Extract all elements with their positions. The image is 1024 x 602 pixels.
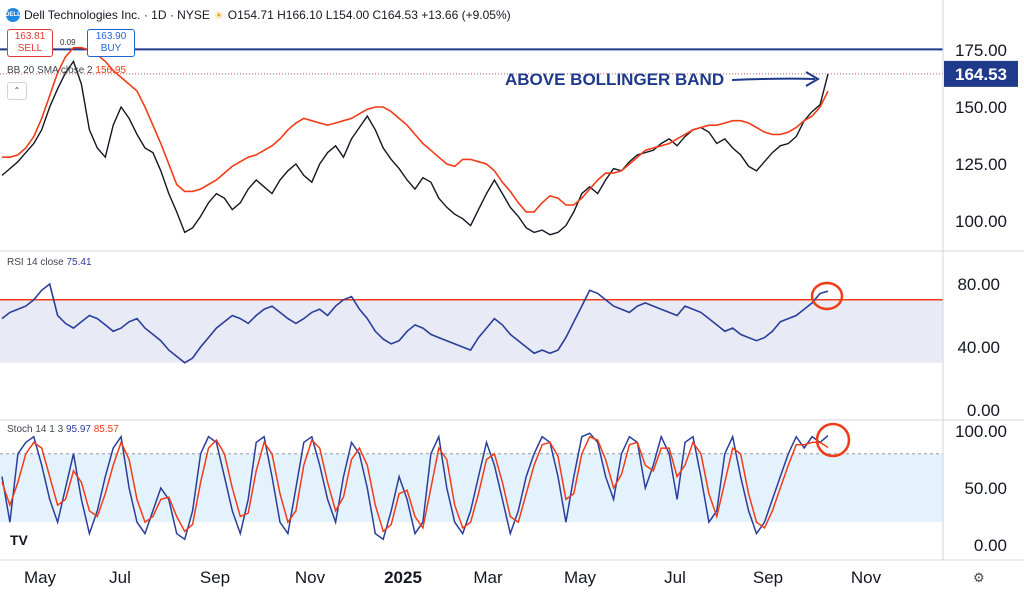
stoch-axis-tick: 0.00 xyxy=(974,536,1007,555)
grid xyxy=(0,48,943,455)
stoch-axis-tick: 50.00 xyxy=(964,479,1007,498)
sell-button[interactable]: 163.81 SELL xyxy=(7,29,53,57)
ohlc-readout: O154.71 H166.10 L154.00 C164.53 +13.66 (… xyxy=(227,8,511,22)
symbol-header: DELL Dell Technologies Inc. · 1D · NYSE … xyxy=(5,8,511,22)
sell-label: SELL xyxy=(17,43,43,54)
tradingview-logo-icon[interactable]: TV xyxy=(10,532,28,548)
stoch-axis-tick: 100.00 xyxy=(955,422,1007,441)
buy-label: BUY xyxy=(100,43,122,54)
bb-legend[interactable]: BB 20 SMA close 2 156.95 xyxy=(7,65,126,76)
collapse-legend-icon[interactable]: ⌃ xyxy=(7,82,27,100)
rsi-highlight-circle xyxy=(810,281,844,311)
annotation-arrow-head xyxy=(805,71,820,87)
sell-price: 163.81 xyxy=(14,31,46,42)
stoch-d-series xyxy=(1,435,829,533)
price-axis-tick: 125.00 xyxy=(955,155,1007,174)
rsi-label: RSI 14 close xyxy=(7,257,64,268)
time-axis-tick: Nov xyxy=(295,568,326,587)
rsi-axis-tick: 80.00 xyxy=(957,275,1000,294)
market-hours-icon: ☀ xyxy=(213,9,224,22)
symbol-title[interactable]: Dell Technologies Inc. · 1D · NYSE xyxy=(24,8,210,22)
time-axis-tick: Nov xyxy=(851,568,882,587)
rsi-value: 75.41 xyxy=(66,257,92,268)
stoch-label: Stoch 14 1 3 xyxy=(7,424,64,435)
stoch-highlight-circle xyxy=(815,422,851,458)
buy-button[interactable]: 163.90 BUY xyxy=(87,29,135,57)
stoch-legend[interactable]: Stoch 14 1 3 95.97 85.57 xyxy=(7,424,119,435)
time-axis-tick: Jul xyxy=(109,568,131,587)
price-axis-tick: 150.00 xyxy=(955,98,1007,117)
bb-value: 156.95 xyxy=(95,65,126,76)
stoch-d-value: 85.57 xyxy=(93,424,119,435)
last-price-label: 164.53 xyxy=(955,65,1007,84)
rsi-band xyxy=(0,299,943,363)
settings-gear-icon[interactable]: ⚙ xyxy=(973,570,985,585)
time-axis-tick: Mar xyxy=(473,568,503,587)
stoch-band xyxy=(0,453,943,523)
annotation-text: ABOVE BOLLINGER BAND xyxy=(505,70,724,89)
rsi-series xyxy=(1,282,829,364)
dell-logo-icon: DELL xyxy=(5,8,21,22)
price-axis-tick: 100.00 xyxy=(955,212,1007,231)
last-price-badge xyxy=(944,60,1018,87)
rsi-axis-tick: 40.00 xyxy=(957,338,1000,357)
stoch-k-value: 95.97 xyxy=(65,424,91,435)
time-axis-tick: May xyxy=(24,568,57,587)
spread-value: 0.09 xyxy=(60,38,76,47)
bb-label: BB 20 SMA close 2 xyxy=(7,65,93,76)
buy-price: 163.90 xyxy=(95,31,127,42)
time-axis-tick: Sep xyxy=(200,568,230,587)
rsi-axis-tick: 0.00 xyxy=(967,401,1000,420)
rsi-legend[interactable]: RSI 14 close 75.41 xyxy=(7,257,92,268)
time-axis-tick: May xyxy=(564,568,597,587)
time-axis-tick: Jul xyxy=(664,568,686,587)
time-axis-tick: 2025 xyxy=(384,568,422,587)
stoch-k-series xyxy=(1,432,829,541)
time-axis-tick: Sep xyxy=(753,568,783,587)
bollinger-upper-band xyxy=(2,46,829,213)
annotation-arrow xyxy=(731,77,816,81)
price-axis-tick: 175.00 xyxy=(955,41,1007,60)
